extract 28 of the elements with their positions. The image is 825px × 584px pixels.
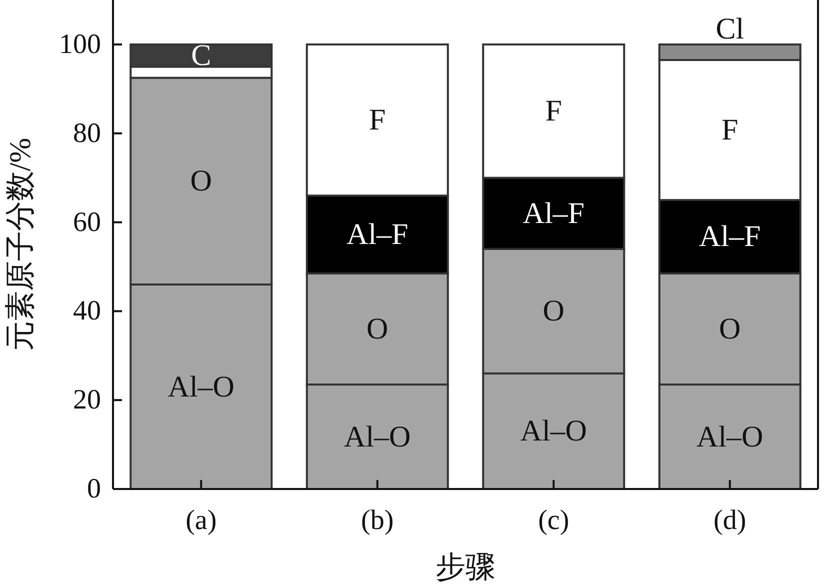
text: O — [719, 312, 741, 346]
text: O — [542, 294, 564, 328]
series-label: Al–F — [522, 196, 584, 230]
series-label: O — [366, 312, 388, 346]
text: F — [369, 104, 386, 137]
y-tick-label: 100 — [59, 28, 101, 60]
x-axis-title: 步骤 — [436, 551, 496, 584]
series-label: Al–O — [344, 420, 411, 454]
text: Al–O — [520, 414, 587, 448]
x-tick-label: (d) — [714, 505, 746, 536]
series-label: C — [191, 39, 212, 72]
y-tick-label: 0 — [87, 474, 101, 504]
text: Al–O — [168, 370, 234, 404]
text: F — [722, 114, 738, 147]
text: O — [190, 164, 212, 198]
x-tick-label: (c) — [538, 505, 570, 536]
y-tick-label: 20 — [73, 384, 101, 416]
text: Al–F — [346, 218, 408, 251]
y-tick-label: 60 — [73, 206, 101, 238]
y-axis-title: 元素原子分数/% — [4, 138, 37, 352]
series-label: F — [545, 94, 562, 128]
x-tick-label: (b) — [361, 505, 394, 536]
series-label: Cl — [716, 12, 744, 46]
text: Al–F — [699, 220, 761, 254]
y-tick-label: 80 — [73, 118, 101, 149]
x-tick-label: (a) — [186, 505, 217, 536]
text: Al–O — [696, 420, 764, 454]
y-tick-label: 40 — [73, 296, 101, 327]
